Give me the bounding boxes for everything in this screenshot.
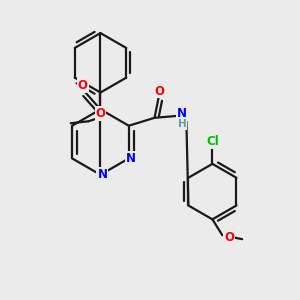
Text: O: O <box>95 107 106 120</box>
Text: O: O <box>224 231 234 244</box>
Text: N: N <box>126 152 136 165</box>
Text: N: N <box>98 168 107 181</box>
Text: O: O <box>78 79 88 92</box>
Text: Cl: Cl <box>206 135 219 148</box>
Text: O: O <box>154 85 164 98</box>
Text: N: N <box>177 107 187 120</box>
Text: H: H <box>178 119 187 129</box>
